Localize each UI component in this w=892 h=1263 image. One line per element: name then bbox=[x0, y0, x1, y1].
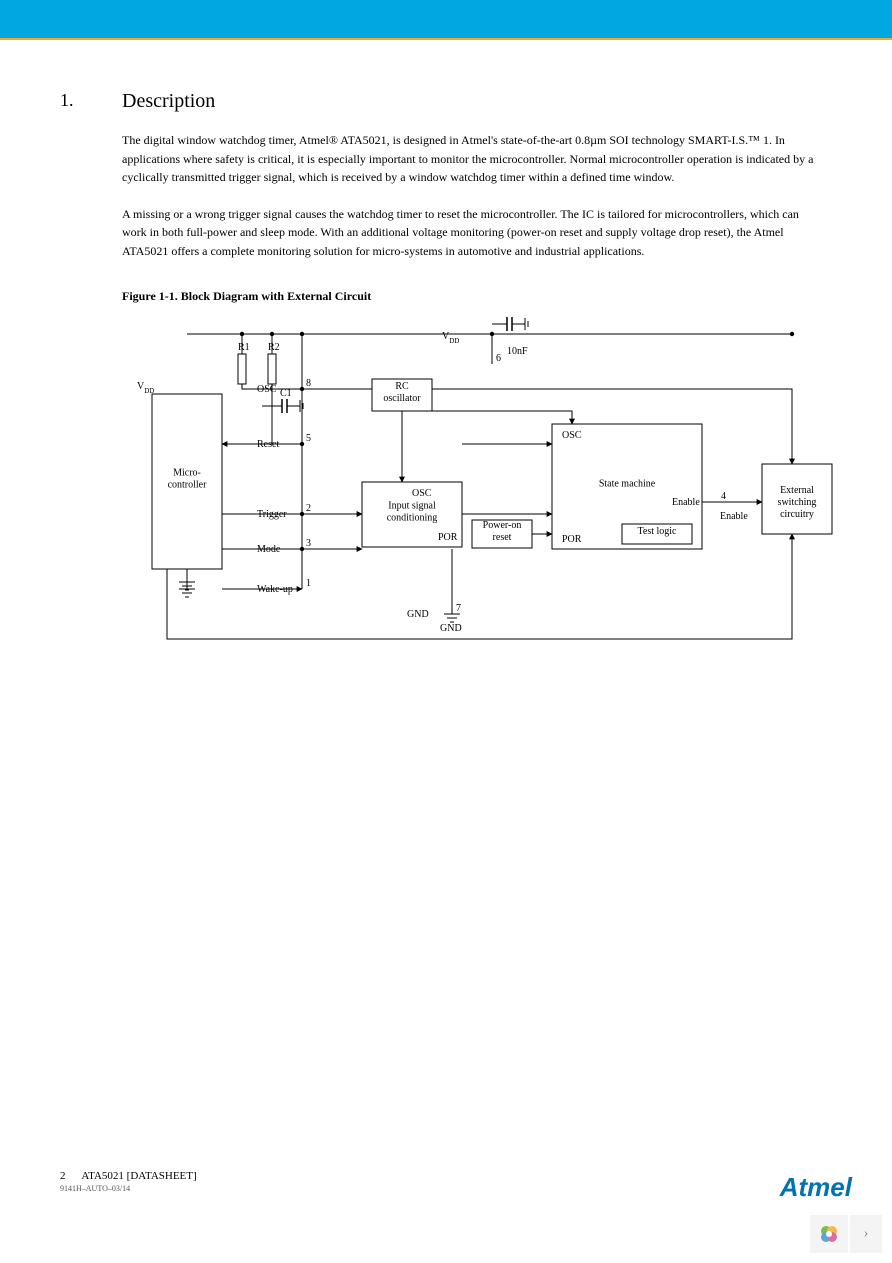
svg-text:C1: C1 bbox=[280, 388, 292, 399]
svg-text:GND: GND bbox=[440, 623, 462, 634]
header-bar bbox=[0, 0, 892, 40]
svg-text:R2: R2 bbox=[268, 342, 280, 353]
svg-text:1: 1 bbox=[306, 578, 311, 589]
corner-widget[interactable]: › bbox=[810, 1215, 882, 1253]
svg-text:State machine: State machine bbox=[599, 478, 656, 489]
svg-text:VDD: VDD bbox=[137, 381, 154, 395]
figure-caption: Figure 1-1. Block Diagram with External … bbox=[122, 289, 832, 304]
svg-text:5: 5 bbox=[306, 433, 311, 444]
svg-text:Input signalconditioning: Input signalconditioning bbox=[387, 500, 438, 523]
svg-text:Wake-up: Wake-up bbox=[257, 584, 293, 595]
svg-text:GND: GND bbox=[407, 609, 429, 620]
svg-text:OSC: OSC bbox=[562, 430, 582, 441]
svg-text:C2: C2 bbox=[505, 314, 517, 317]
svg-text:2: 2 bbox=[306, 503, 311, 514]
svg-text:OSC: OSC bbox=[412, 488, 432, 499]
atmel-logo: Atmel bbox=[780, 1172, 852, 1203]
svg-text:6: 6 bbox=[496, 353, 501, 364]
svg-text:Externalswitchingcircuitry: Externalswitchingcircuitry bbox=[778, 485, 817, 520]
svg-text:Enable: Enable bbox=[720, 511, 748, 522]
paragraph-1: The digital window watchdog timer, Atmel… bbox=[122, 131, 822, 187]
svg-text:4: 4 bbox=[721, 491, 726, 502]
svg-text:Reset: Reset bbox=[257, 439, 279, 450]
svg-text:3: 3 bbox=[306, 538, 311, 549]
corner-next-icon[interactable]: › bbox=[850, 1215, 882, 1253]
svg-text:R1: R1 bbox=[238, 342, 250, 353]
section-number: 1. bbox=[60, 90, 80, 113]
svg-text:VDD: VDD bbox=[442, 331, 459, 345]
corner-flower-icon[interactable] bbox=[810, 1215, 848, 1253]
paragraph-2: A missing or a wrong trigger signal caus… bbox=[122, 205, 822, 261]
section-title: Description bbox=[122, 90, 215, 113]
footer: 2 ATA5021 [DATASHEET] 9141H–AUTO–03/14 bbox=[60, 1170, 197, 1193]
block-diagram: Micro-controllerRCoscillatorInput signal… bbox=[122, 314, 832, 654]
svg-text:Enable: Enable bbox=[672, 497, 700, 508]
svg-text:Test logic: Test logic bbox=[637, 526, 677, 537]
page-number: 2 bbox=[60, 1170, 66, 1182]
svg-text:Mode: Mode bbox=[257, 544, 281, 555]
footer-code: 9141H–AUTO–03/14 bbox=[60, 1184, 197, 1193]
svg-text:POR: POR bbox=[562, 534, 582, 545]
svg-text:OSC: OSC bbox=[257, 384, 277, 395]
svg-text:POR: POR bbox=[438, 532, 458, 543]
svg-text:7: 7 bbox=[456, 603, 461, 614]
footer-title: ATA5021 [DATASHEET] bbox=[81, 1170, 196, 1182]
svg-text:10nF: 10nF bbox=[507, 346, 528, 357]
svg-text:Trigger: Trigger bbox=[257, 509, 287, 520]
svg-text:8: 8 bbox=[306, 378, 311, 389]
